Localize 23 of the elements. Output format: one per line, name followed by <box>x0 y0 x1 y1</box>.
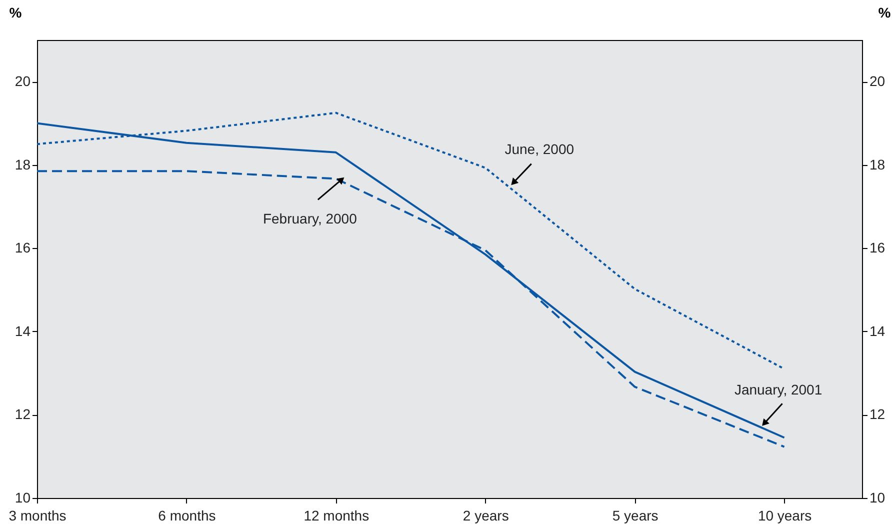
annotation: February, 2000 <box>262 210 358 227</box>
y-tick-label: 20 <box>14 73 31 90</box>
y-tick-label: 18 <box>14 156 31 172</box>
y2-tick-label: 20 <box>870 73 886 90</box>
annotation: June, 2000 <box>504 140 574 157</box>
y2-tick-label: 12 <box>870 406 886 422</box>
y-tick-label: 14 <box>14 322 31 339</box>
y-axis-title: % <box>9 4 22 20</box>
x-tick-label: 5 years <box>612 508 658 524</box>
y2-tick-label: 10 <box>870 490 886 506</box>
x-tick-label: 6 months <box>158 508 216 524</box>
x-tick-label: 12 months <box>304 508 370 524</box>
x-tick-label: 10 years <box>758 508 812 524</box>
y2-axis-title: % <box>878 4 892 20</box>
x-tick-label: 2 years <box>462 508 509 524</box>
y-tick-label: 10 <box>14 490 31 506</box>
x-tick-label: 3 months <box>8 508 66 524</box>
y2-tick-label: 16 <box>870 240 886 256</box>
y2-tick-label: 14 <box>870 322 886 339</box>
y-tick-label: 16 <box>14 240 31 256</box>
annotation: January, 2001 <box>734 382 822 398</box>
y-tick-label: 12 <box>14 406 31 422</box>
y2-tick-label: 18 <box>870 156 886 172</box>
